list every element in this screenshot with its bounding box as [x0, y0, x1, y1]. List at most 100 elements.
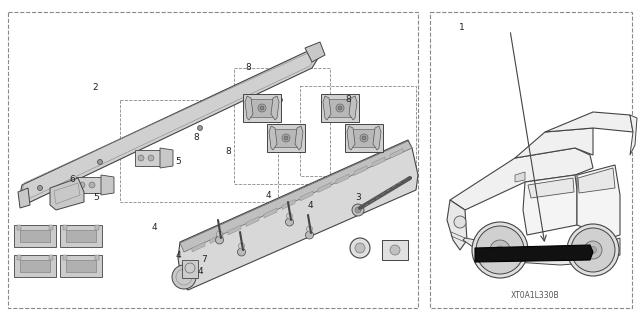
Circle shape	[567, 224, 619, 276]
Circle shape	[172, 265, 196, 289]
Circle shape	[285, 218, 294, 226]
Bar	[8, 12, 418, 308]
Polygon shape	[354, 166, 367, 175]
Polygon shape	[49, 225, 53, 230]
Polygon shape	[178, 140, 418, 290]
Circle shape	[287, 213, 292, 219]
Polygon shape	[318, 182, 331, 192]
Polygon shape	[390, 149, 403, 159]
Polygon shape	[243, 94, 281, 122]
Text: 8: 8	[345, 95, 351, 105]
Text: 4: 4	[265, 190, 271, 199]
Circle shape	[38, 186, 42, 190]
Circle shape	[390, 245, 400, 255]
Circle shape	[148, 155, 154, 161]
Circle shape	[216, 236, 223, 244]
Polygon shape	[630, 115, 637, 155]
Circle shape	[305, 231, 314, 239]
Circle shape	[360, 134, 368, 142]
Text: 7: 7	[201, 256, 207, 264]
Circle shape	[239, 243, 244, 249]
Polygon shape	[63, 225, 67, 230]
Text: 1: 1	[459, 24, 465, 33]
Polygon shape	[49, 255, 53, 260]
Polygon shape	[269, 126, 277, 150]
Circle shape	[584, 241, 602, 259]
Circle shape	[362, 136, 366, 140]
Polygon shape	[447, 200, 467, 250]
Polygon shape	[295, 126, 303, 150]
Bar	[120, 100, 278, 202]
Polygon shape	[60, 225, 102, 247]
Polygon shape	[20, 50, 320, 205]
Text: 2: 2	[92, 84, 98, 93]
Polygon shape	[18, 188, 30, 208]
Polygon shape	[326, 99, 354, 117]
Text: 5: 5	[175, 158, 181, 167]
Text: 8: 8	[225, 147, 231, 157]
Circle shape	[216, 231, 223, 237]
Circle shape	[258, 104, 266, 112]
Polygon shape	[14, 225, 56, 247]
Polygon shape	[192, 242, 205, 252]
Circle shape	[454, 216, 466, 228]
Polygon shape	[545, 112, 633, 132]
Text: 4: 4	[197, 268, 203, 277]
Polygon shape	[373, 126, 381, 150]
Polygon shape	[382, 240, 408, 260]
Polygon shape	[321, 94, 359, 122]
Circle shape	[355, 207, 361, 213]
Polygon shape	[210, 234, 223, 243]
Text: 4: 4	[175, 250, 181, 259]
Polygon shape	[248, 99, 276, 117]
Text: 4: 4	[307, 201, 313, 210]
Circle shape	[198, 125, 202, 130]
Circle shape	[284, 136, 288, 140]
Text: XT0A1L330B: XT0A1L330B	[511, 291, 559, 300]
Polygon shape	[17, 225, 21, 230]
Polygon shape	[475, 245, 593, 262]
Polygon shape	[515, 128, 593, 158]
Polygon shape	[95, 225, 99, 230]
Polygon shape	[182, 260, 198, 278]
Polygon shape	[336, 174, 349, 184]
Polygon shape	[515, 172, 525, 182]
Polygon shape	[66, 260, 96, 272]
Polygon shape	[450, 148, 593, 210]
Circle shape	[350, 238, 370, 258]
Polygon shape	[20, 230, 50, 242]
Polygon shape	[228, 225, 241, 235]
Circle shape	[571, 228, 615, 272]
Text: 4: 4	[151, 224, 157, 233]
Polygon shape	[305, 42, 325, 62]
Text: 6: 6	[69, 175, 75, 184]
Polygon shape	[246, 217, 259, 226]
Circle shape	[278, 98, 282, 102]
Polygon shape	[20, 260, 50, 272]
Polygon shape	[267, 124, 305, 152]
Bar	[234, 68, 330, 184]
Circle shape	[490, 240, 510, 260]
Polygon shape	[66, 230, 96, 242]
Polygon shape	[180, 141, 412, 252]
Polygon shape	[17, 255, 21, 260]
Polygon shape	[577, 165, 620, 238]
Polygon shape	[160, 148, 173, 168]
Polygon shape	[272, 129, 300, 147]
Polygon shape	[349, 96, 357, 120]
Circle shape	[472, 222, 528, 278]
Polygon shape	[528, 178, 574, 198]
Circle shape	[336, 104, 344, 112]
Polygon shape	[523, 175, 577, 235]
Polygon shape	[578, 168, 615, 193]
Polygon shape	[63, 255, 67, 260]
Bar	[430, 12, 632, 308]
Polygon shape	[350, 129, 378, 147]
Circle shape	[476, 226, 524, 274]
Polygon shape	[14, 255, 56, 277]
Text: 8: 8	[193, 133, 199, 143]
Polygon shape	[245, 96, 253, 120]
Text: 3: 3	[355, 194, 361, 203]
Circle shape	[282, 134, 290, 142]
Polygon shape	[345, 124, 383, 152]
